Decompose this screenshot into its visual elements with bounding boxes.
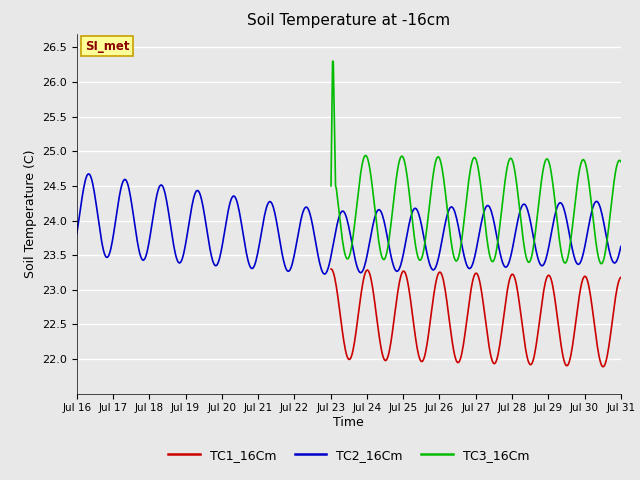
- X-axis label: Time: Time: [333, 416, 364, 429]
- Legend: TC1_16Cm, TC2_16Cm, TC3_16Cm: TC1_16Cm, TC2_16Cm, TC3_16Cm: [163, 444, 534, 467]
- Title: Soil Temperature at -16cm: Soil Temperature at -16cm: [247, 13, 451, 28]
- Y-axis label: Soil Temperature (C): Soil Temperature (C): [24, 149, 36, 278]
- Text: SI_met: SI_met: [85, 40, 129, 53]
